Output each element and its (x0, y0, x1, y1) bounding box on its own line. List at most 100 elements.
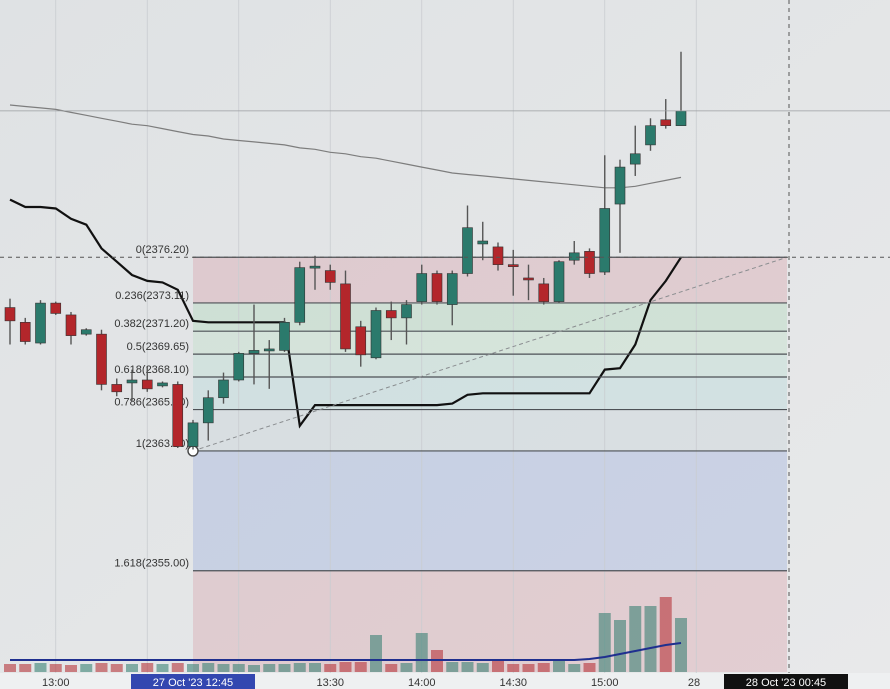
fib-label: 0.382(2371.20) (114, 318, 189, 330)
candle-body (553, 261, 565, 302)
candle-body (80, 329, 92, 335)
volume-bar (675, 618, 687, 672)
candle-body (431, 273, 443, 302)
volume-bar (659, 597, 672, 672)
x-tick-label: 27 Oct '23 12:45 (153, 677, 233, 689)
candle-body (675, 110, 687, 126)
candle-body (355, 326, 367, 356)
candle-body (645, 125, 656, 146)
volume-bar (568, 664, 581, 672)
volume-bar (95, 663, 108, 672)
candle-body (141, 379, 153, 390)
volume-bar (415, 633, 428, 672)
x-tick-label: 28 (688, 677, 700, 689)
candle-body (157, 382, 168, 387)
x-tick-label: 15:00 (591, 677, 619, 689)
volume-bar (507, 664, 520, 672)
fib-label: 0.618(2368.10) (114, 364, 189, 376)
candle-body (65, 314, 77, 336)
candle-body (35, 302, 46, 344)
candle-body (294, 267, 306, 323)
volume-bar (446, 662, 459, 672)
fib-zone (193, 257, 787, 303)
candle-body (279, 322, 290, 351)
grid (55, 0, 697, 673)
volume-ma-line (10, 642, 682, 661)
volume-bar (217, 664, 230, 672)
x-tick-label: 14:30 (499, 677, 527, 689)
candle-body (4, 307, 16, 322)
candle-body (401, 304, 412, 319)
volume-bar (354, 662, 367, 672)
candles (4, 51, 687, 450)
candle-body (50, 302, 62, 314)
volume-bar (324, 664, 337, 672)
fib-trendline (192, 256, 788, 452)
candle-body (507, 264, 519, 267)
candle-body (233, 353, 245, 381)
candle-body (584, 251, 595, 274)
volume-bar (4, 664, 16, 672)
volume-bar (110, 664, 123, 672)
fib-label: 0.236(2373.11) (115, 290, 189, 302)
volume-bar (644, 606, 657, 672)
candle-body (492, 246, 504, 265)
candle-body (660, 119, 672, 126)
x-tick-label: 13:00 (42, 677, 70, 689)
candle-body (568, 252, 580, 261)
selected-time-box (131, 674, 255, 689)
candle-body (324, 270, 336, 283)
volume-bar (49, 664, 62, 672)
candle-body (385, 310, 397, 319)
volume (4, 597, 687, 672)
volume-bar (293, 663, 306, 672)
volume-bar (629, 606, 642, 672)
candle-body (111, 384, 123, 393)
volume-bar (385, 664, 398, 672)
crosshair-time-box (724, 674, 848, 689)
candle-body (187, 422, 199, 447)
volume-bar (614, 620, 626, 672)
overlay-line (9, 198, 682, 429)
candle-body (538, 283, 550, 302)
volume-bar (278, 664, 291, 672)
candle-body (218, 379, 229, 399)
volume-bar (537, 663, 550, 672)
volume-bar (583, 663, 596, 672)
candle-body (614, 166, 626, 205)
overlay-line (9, 104, 682, 189)
fib-zone (193, 450, 787, 571)
candle-body (126, 379, 138, 384)
candle-body (19, 322, 31, 342)
candle-body (370, 310, 382, 359)
candle-body (309, 265, 321, 269)
candle-body (599, 208, 611, 273)
overlays (9, 104, 682, 429)
fib-zone (193, 354, 787, 378)
volume-bar (598, 613, 611, 672)
volume-bar (370, 635, 382, 672)
fib-zones (193, 257, 787, 672)
candle-body (523, 277, 534, 281)
volume-bar (400, 663, 413, 672)
candle-body (248, 350, 260, 354)
volume-bar (126, 664, 138, 672)
crosshair-time: 28 Oct '23 00:45 (746, 677, 826, 689)
fib-label: 0.5(2369.65) (127, 341, 189, 353)
candle-body (416, 273, 428, 302)
volume-bar (141, 663, 154, 672)
volume-bar (156, 664, 169, 672)
candle-body (202, 397, 214, 424)
candle-body (172, 384, 184, 447)
volume-bar (34, 663, 47, 672)
volume-bar (65, 665, 77, 672)
volume-bar (492, 660, 504, 672)
volume-bar (309, 663, 321, 672)
candle-body (629, 153, 641, 165)
fib-label: 0.786(2365.90) (114, 396, 189, 408)
x-tick-label: 14:00 (408, 677, 436, 689)
